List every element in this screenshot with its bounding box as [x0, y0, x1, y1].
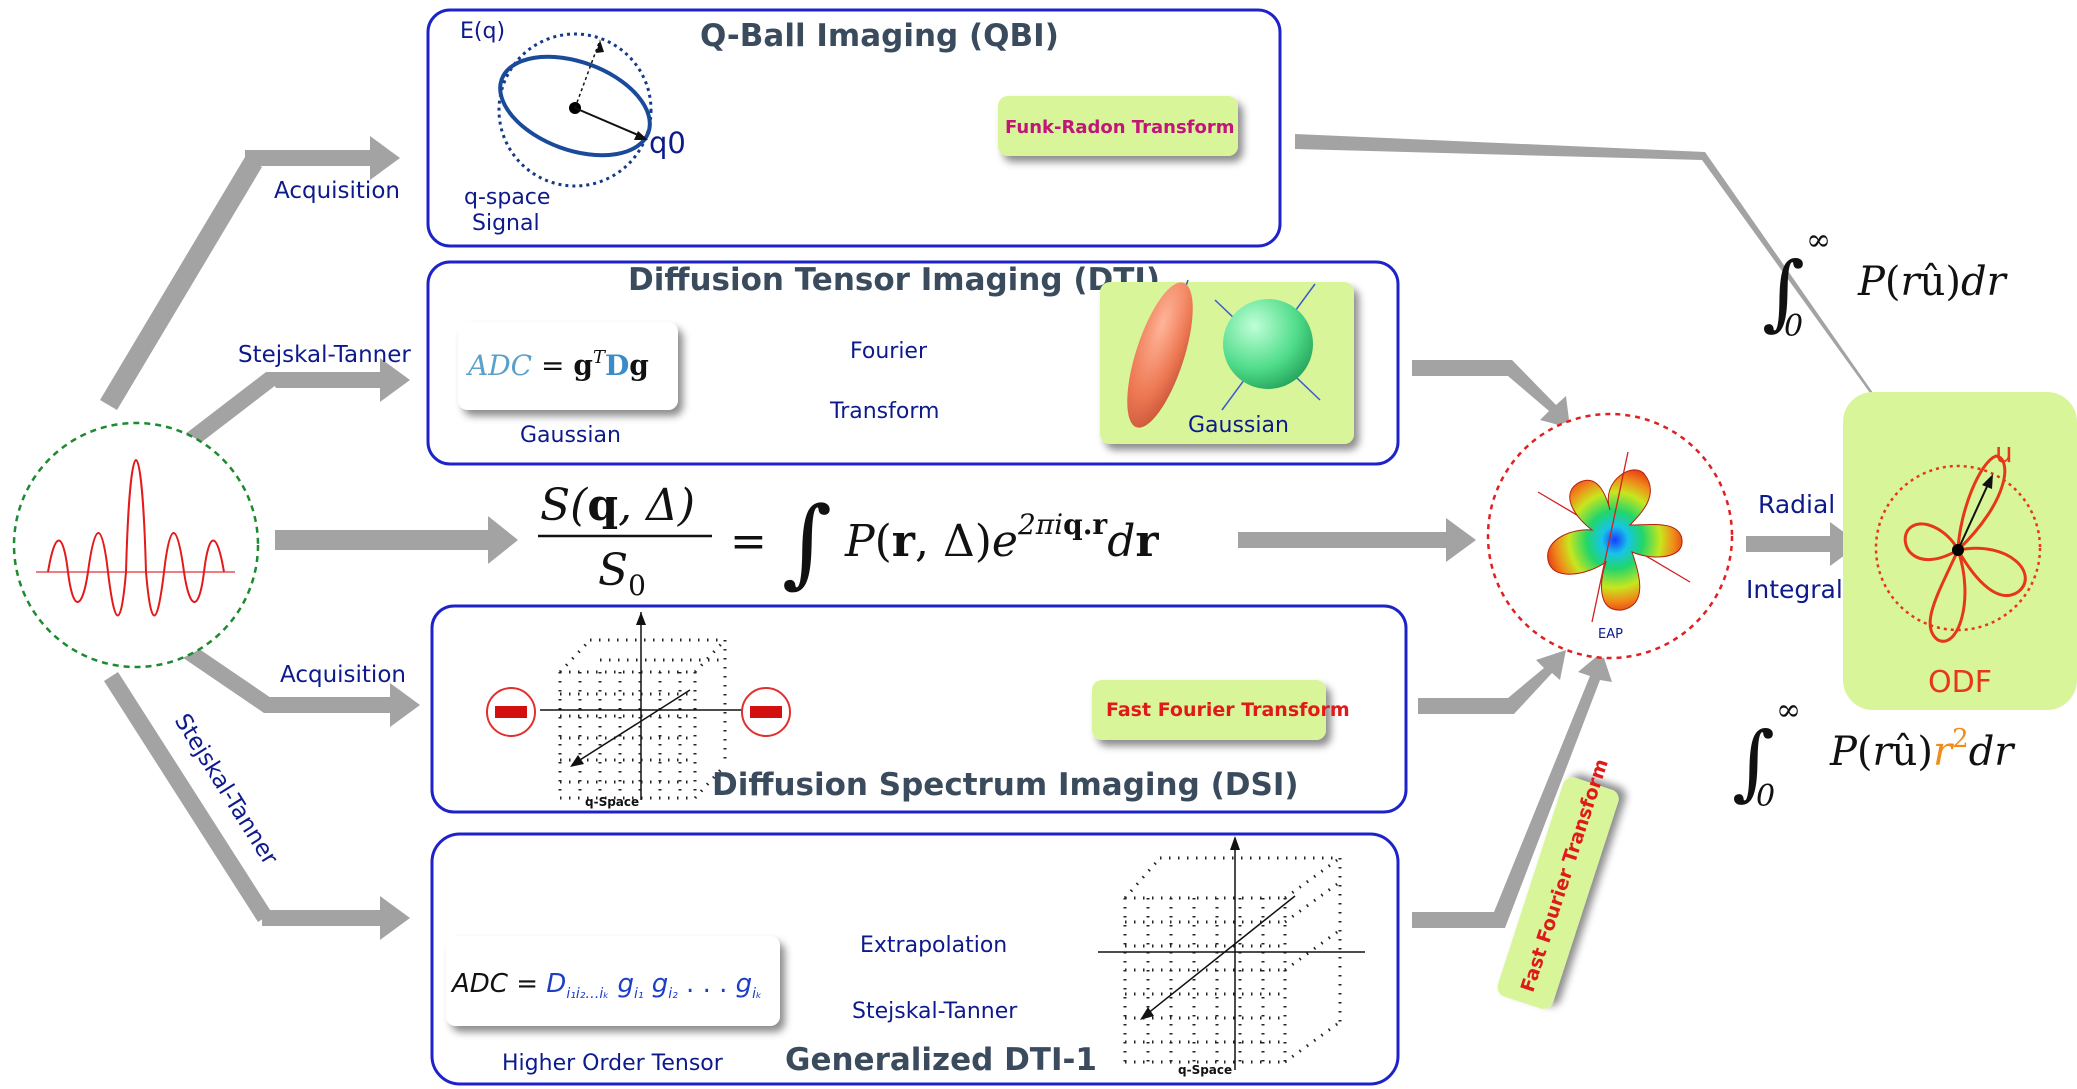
arrow-to-gdti — [104, 672, 272, 922]
extrapolation-label: Extrapolation — [860, 933, 1007, 958]
dsi-q-space-label: q-Space — [585, 795, 639, 809]
gdti-panel: ADC = Di₁i₂…iₖ gi₁ gi₂ . . . giₖ Higher … — [430, 832, 1400, 1086]
dti-glyph-label: Gaussian — [1188, 413, 1289, 438]
eq-label: E(q) — [460, 19, 505, 44]
odf-integral-2: ∫ ∞ 0 P(rû)r2dr — [1732, 693, 2016, 814]
q0-label: q0 — [649, 126, 686, 160]
acquisition-label-1: Acquisition — [274, 178, 400, 204]
svg-text:∞: ∞ — [1806, 223, 1831, 258]
transform-label: Transform — [829, 399, 939, 424]
gdti-title: Generalized DTI-1 — [785, 1042, 1097, 1078]
svg-text:∫: ∫ — [1762, 245, 1805, 340]
anisotropic-ellipsoid — [1127, 282, 1193, 428]
hot-adc-card — [446, 936, 780, 1026]
arrow-to-dti-h — [266, 358, 410, 402]
eap-node: EAP — [1486, 412, 1734, 660]
integral-label: Integral — [1746, 575, 1843, 604]
funk-radon-button — [998, 96, 1238, 156]
arrow-dsi-to-eap — [1418, 650, 1566, 714]
svg-text:0: 0 — [1784, 309, 1803, 344]
arrow-gdti-to-eap — [1412, 652, 1612, 928]
flow-arrows — [100, 110, 1936, 993]
arrow-dti-to-eap — [1412, 360, 1570, 428]
hot-adc-formula: ADC = Di₁i₂…iₖ gi₁ gi₂ . . . giₖ — [450, 969, 762, 1002]
dti-gaussian-label: Gaussian — [520, 423, 621, 448]
fft-button — [1092, 680, 1326, 740]
main-equation: S(q, Δ) S0 = ∫ P(r, Δ)e2πiq.rdr — [538, 480, 1159, 602]
dsi-panel: q-Space Fast Fourier Transform Diffusion… — [430, 604, 1408, 814]
svg-text:P(rû)dr: P(rû)dr — [1857, 259, 2009, 305]
arrow-to-dsi — [176, 640, 274, 713]
gdti-q-space-label: q-Space — [1178, 1063, 1232, 1077]
svg-text:∫: ∫ — [1732, 715, 1775, 810]
signal-node — [12, 421, 260, 669]
funk-radon-label: Funk-Radon Transform — [1005, 117, 1235, 138]
signal-ellipse — [498, 54, 652, 158]
eq-integrand: P(r, Δ)e2πiq.rdr — [844, 508, 1159, 567]
dsi-title: Diffusion Spectrum Imaging (DSI) — [712, 767, 1299, 803]
arrow-to-qbi — [100, 157, 262, 410]
isotropic-sphere — [1223, 299, 1313, 389]
dti-panel: Diffusion Tensor Imaging (DTI) ADC = gTD… — [426, 260, 1400, 466]
fourier-label: Fourier — [850, 339, 928, 364]
qbi-title: Q-Ball Imaging (QBI) — [700, 18, 1059, 54]
eq-integral: ∫ — [782, 486, 832, 598]
odf-label: ODF — [1928, 665, 1992, 700]
u-label: u — [1995, 436, 2013, 469]
arrow-to-dti — [180, 372, 276, 451]
arrow-equation-to-eap — [1238, 518, 1476, 562]
svg-text:∞: ∞ — [1776, 693, 1801, 728]
fft-label: Fast Fourier Transform — [1106, 699, 1350, 721]
qbi-panel: Q-Ball Imaging (QBI) E(q) q0 q-space Sig… — [426, 8, 1282, 248]
adc-card — [458, 322, 678, 410]
eq-denominator: S0 — [598, 545, 646, 602]
arrow-to-dsi-h — [264, 683, 420, 727]
eap-glyph — [1547, 469, 1683, 611]
arrow-eap-to-odf — [1746, 522, 1860, 566]
stejskal-label-1: Stejskal-Tanner — [238, 342, 411, 368]
dti-title: Diffusion Tensor Imaging (DTI) — [628, 262, 1160, 298]
signal-label: Signal — [472, 211, 540, 236]
eq-numerator: S(q, Δ) — [540, 480, 695, 531]
gdti-stejskal-label: Stejskal-Tanner — [852, 999, 1018, 1024]
arrow-to-gdti-h — [262, 896, 410, 940]
signal-circle — [12, 421, 260, 669]
svg-text:P(rû)r2dr: P(rû)r2dr — [1829, 724, 2016, 775]
arrow-to-equation — [275, 516, 518, 564]
hot-label: Higher Order Tensor — [502, 1051, 724, 1076]
acquisition-label-2: Acquisition — [280, 662, 406, 688]
radial-label: Radial — [1758, 490, 1835, 519]
eq-equals: = — [730, 516, 767, 567]
q-space-sphere — [497, 32, 653, 188]
arrow-to-qbi-h — [245, 136, 400, 180]
eap-label: EAP — [1598, 627, 1623, 642]
odf-panel: u ODF — [1843, 392, 2077, 710]
adc-dti-formula: ADC = gTDg — [465, 347, 649, 382]
gdti-q-space-cube — [1123, 856, 1342, 1064]
sinc-waveform — [47, 458, 225, 617]
odf-integral-1: ∫ ∞ 0 P(rû)dr — [1762, 223, 2009, 344]
q-space-label: q-space — [464, 185, 550, 210]
svg-text:0: 0 — [1756, 779, 1775, 814]
